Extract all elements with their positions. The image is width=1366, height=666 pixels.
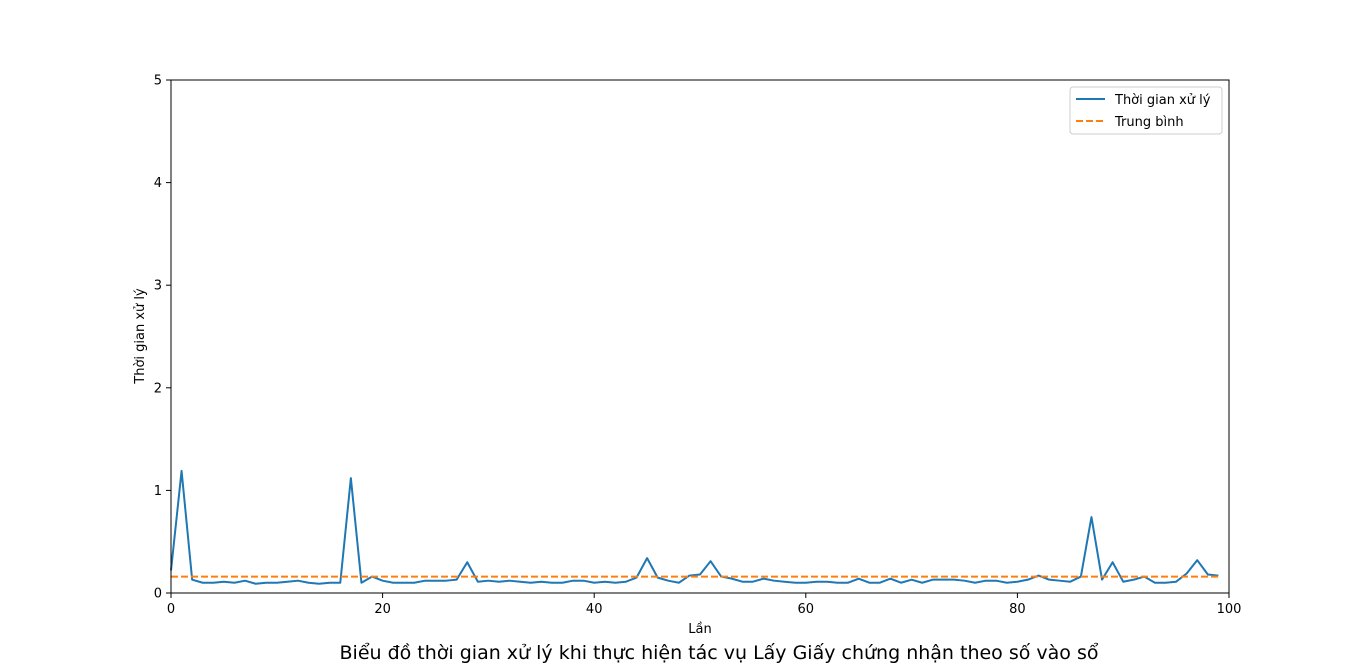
- x-tick-label: 20: [374, 602, 391, 617]
- y-tick-label: 2: [154, 381, 162, 396]
- x-tick-label: 100: [1217, 602, 1242, 617]
- x-axis-title: Lần: [688, 622, 711, 637]
- y-tick-label: 4: [154, 176, 162, 191]
- y-tick-label: 3: [154, 279, 162, 294]
- plot-area: 0 20 40 60 80 100 0 1 2 3 4 5 Thời gian xử lý Trung b…: [154, 74, 1242, 618]
- series-line-1: [170, 469, 1219, 585]
- legend: Thời gian xử lý Trung bình: [1069, 86, 1223, 135]
- x-tick-label: 40: [586, 602, 603, 617]
- chart-caption: Biểu đồ thời gian xử lý khi thực hiện tá…: [340, 642, 1099, 664]
- y-tick-label: 1: [154, 484, 162, 499]
- x-tick-label: 80: [1009, 602, 1026, 617]
- legend-label-1: Thời gian xử lý: [1114, 93, 1211, 108]
- y-axis-title: Thời gian xử lý: [133, 288, 148, 385]
- x-tick-label: 0: [167, 602, 175, 617]
- y-tick-label: 5: [154, 74, 162, 89]
- legend-box: [1069, 86, 1223, 135]
- x-tick-label: 60: [798, 602, 815, 617]
- legend-label-2: Trung bình: [1114, 115, 1184, 130]
- y-tick-label: 0: [154, 587, 162, 602]
- axes-frame: [170, 79, 1230, 594]
